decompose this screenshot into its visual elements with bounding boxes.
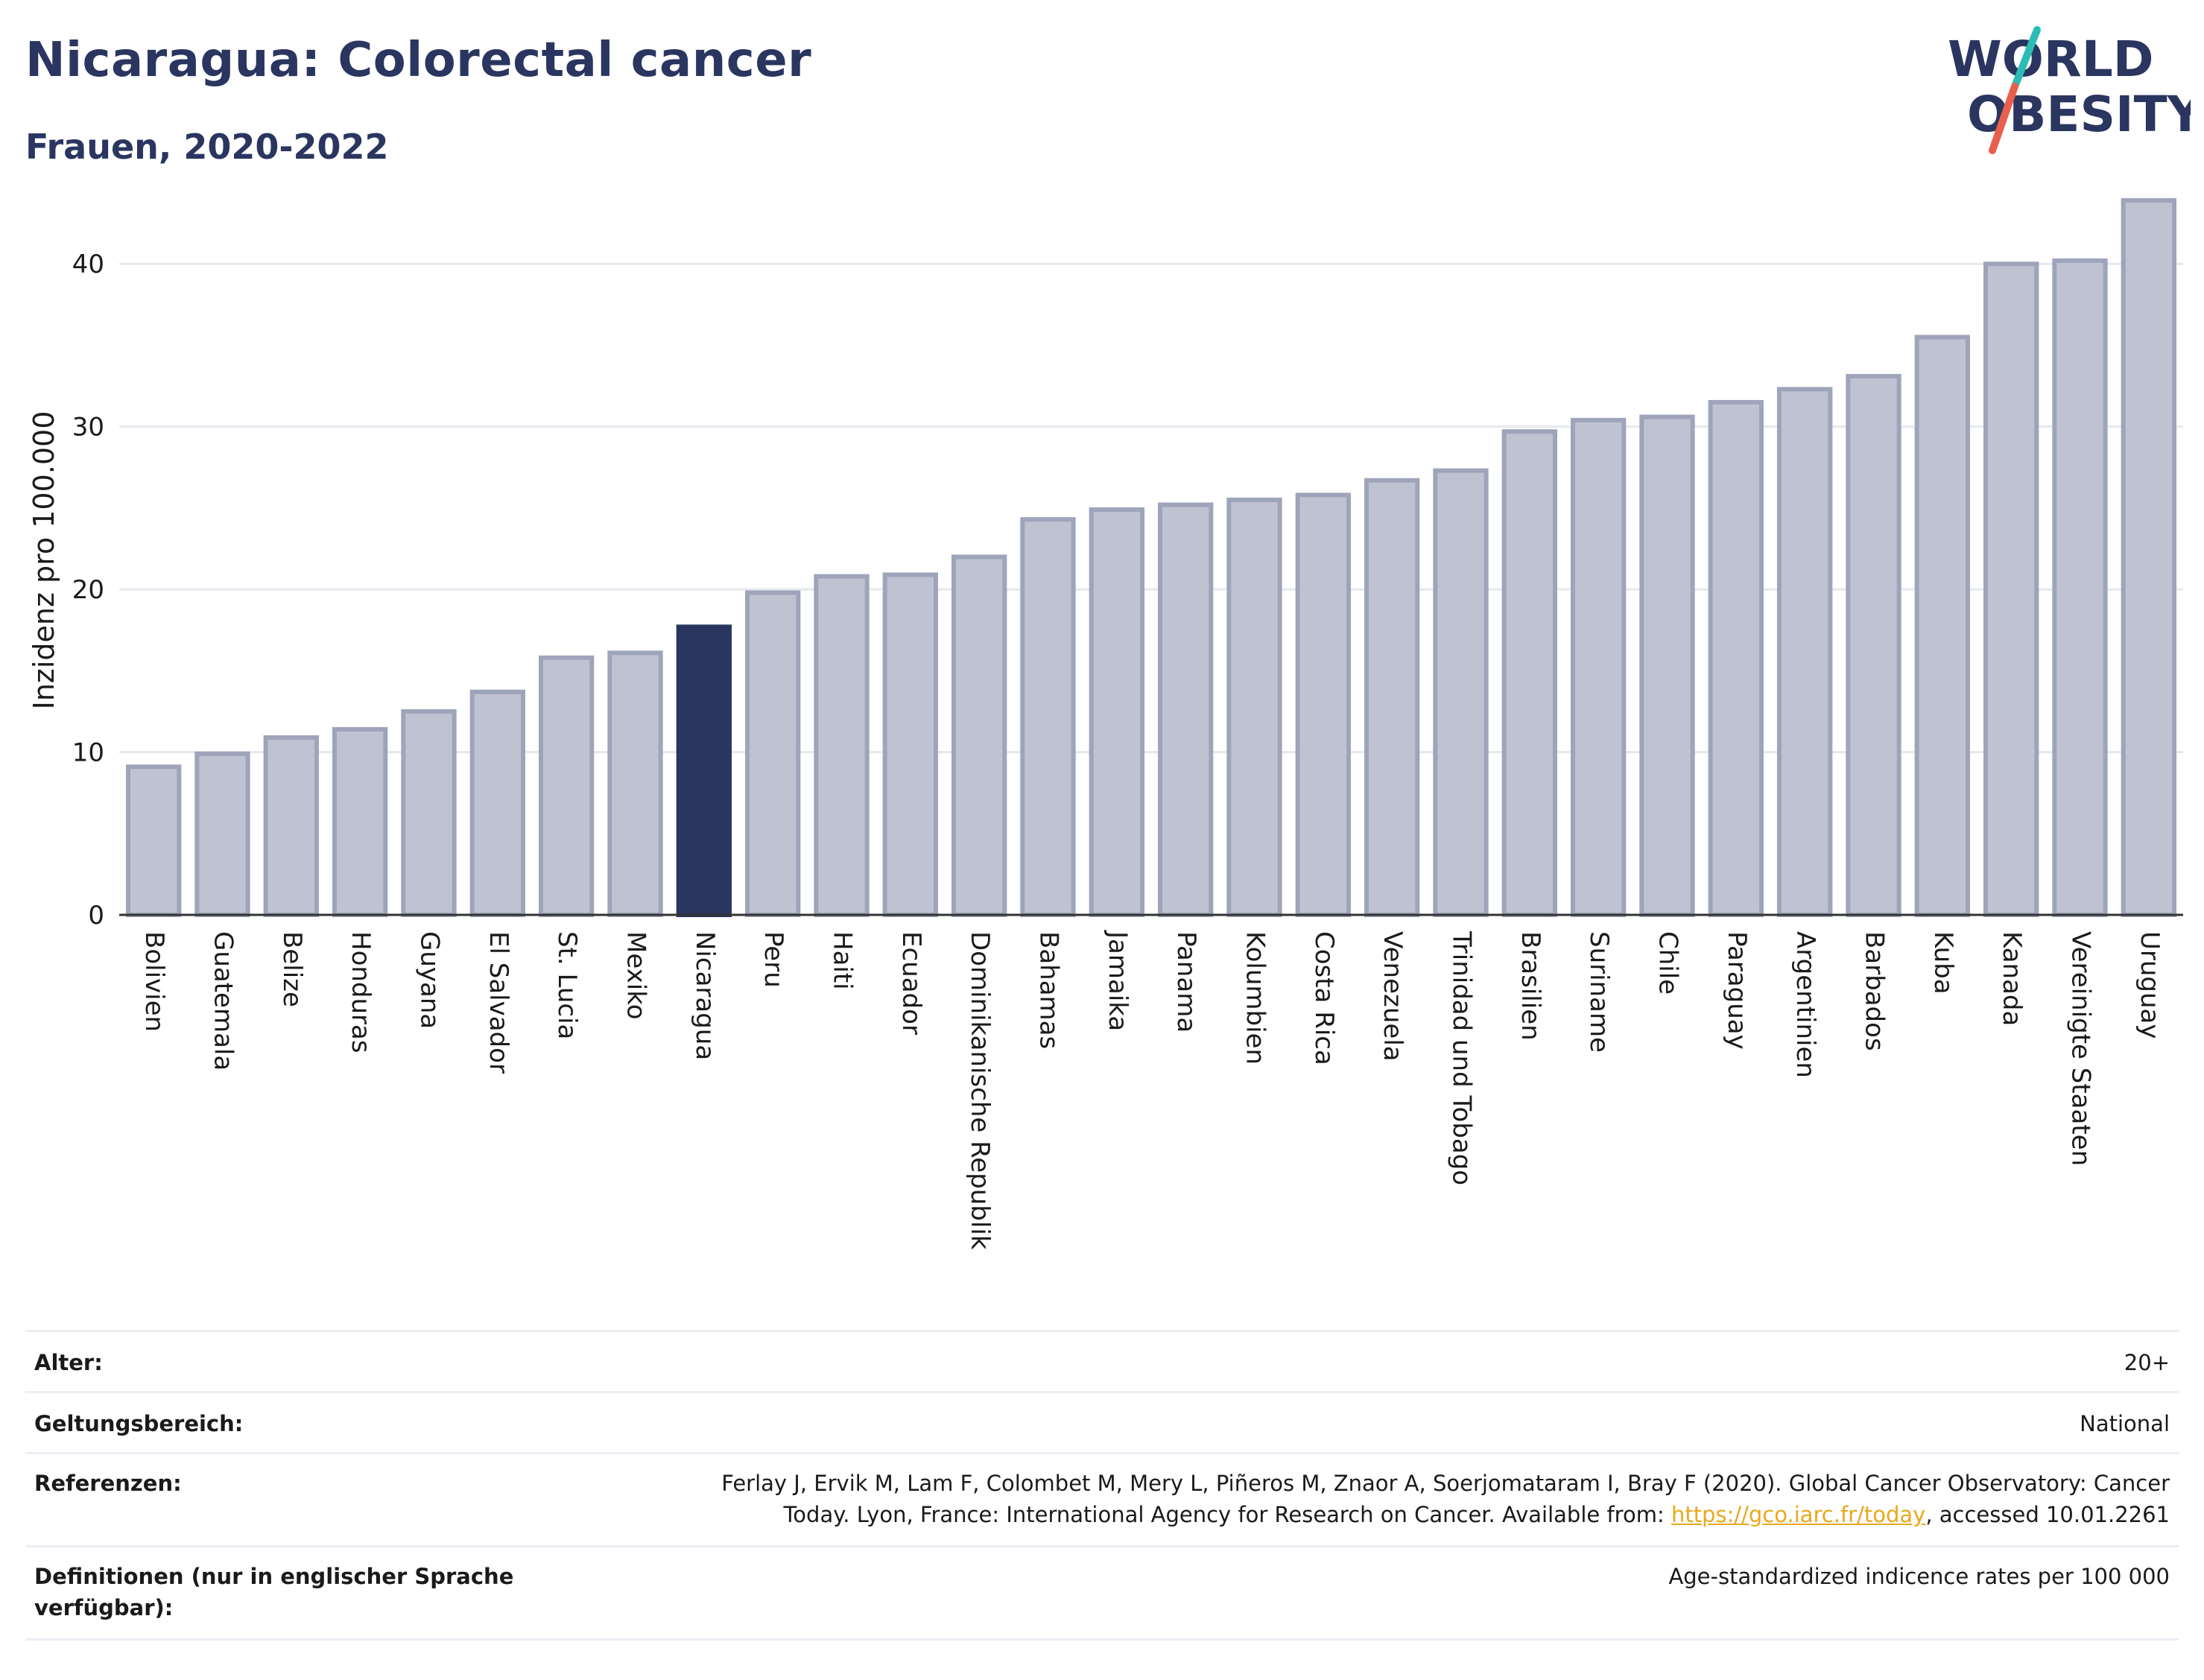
chart-title: Nicaragua: Colorectal cancer — [25, 33, 812, 88]
x-tick-label: Chile — [1653, 931, 1683, 995]
logo-slash-bottom — [1989, 83, 2018, 154]
bar-venezuela[interactable] — [1364, 478, 1420, 917]
meta-age-label: Alter: — [34, 1350, 103, 1375]
bar-barbados[interactable] — [1846, 373, 1901, 917]
bar-kolumbien[interactable] — [1226, 497, 1282, 917]
meta-ref-label: Referenzen: — [34, 1471, 182, 1496]
y-tick-label: 40 — [72, 250, 104, 279]
meta-ref-line1: Ferlay J, Ervik M, Lam F, Colombet M, Me… — [721, 1471, 2170, 1496]
x-tick-label: Guyana — [415, 931, 445, 1029]
x-tick-label: El Salvador — [484, 931, 513, 1074]
x-tick-label: Ecuador — [896, 931, 926, 1035]
bar-st-lucia[interactable] — [539, 655, 595, 917]
meta-scope-value: National — [2080, 1411, 2170, 1436]
y-axis-ticks: 0 10 20 30 40 — [72, 250, 104, 931]
bar-nicaragua[interactable] — [676, 624, 732, 917]
bar-trinidad-und-tobago[interactable] — [1433, 468, 1489, 917]
x-tick-label: Haiti — [828, 931, 858, 990]
meta-ref-line2-post: , accessed 10.01.2261 — [1925, 1502, 2170, 1527]
x-tick-label: Vereinigte Staaten — [2066, 931, 2096, 1166]
x-tick-label: Bolivien — [139, 931, 169, 1032]
x-tick-label: Guatemala — [209, 931, 238, 1071]
world-obesity-logo[interactable]: WORLD OBESITY — [1937, 15, 2191, 164]
y-tick-label: 30 — [72, 413, 104, 443]
bar-panama[interactable] — [1158, 502, 1214, 917]
bar-kanada[interactable] — [1983, 261, 2039, 917]
bar-belize[interactable] — [263, 735, 319, 918]
x-tick-label: Barbados — [1860, 931, 1890, 1051]
x-tick-label: Belize — [277, 931, 307, 1007]
x-tick-label: Nicaragua — [690, 931, 720, 1060]
bar-dominikanische-republik[interactable] — [951, 554, 1007, 918]
meta-def-label: Definitionen (nur in englischer Sprache … — [34, 1561, 556, 1623]
x-tick-label: Paraguay — [1722, 931, 1752, 1050]
x-tick-label: Venezuela — [1378, 931, 1407, 1062]
y-axis-label: Inzidenz pro 100.000 — [28, 411, 60, 710]
y-tick-label: 0 — [88, 901, 104, 931]
y-tick-label: 10 — [72, 738, 104, 768]
bar-haiti[interactable] — [814, 574, 870, 917]
bar-kuba[interactable] — [1914, 335, 1970, 917]
bar-bahamas[interactable] — [1020, 517, 1076, 917]
meta-row-age: Alter: 20+ — [25, 1330, 2179, 1393]
x-tick-label: Panama — [1171, 931, 1201, 1033]
reference-link[interactable]: https://gco.iarc.fr/today — [1671, 1502, 1926, 1527]
bar-mexiko[interactable] — [607, 650, 663, 917]
x-tick-label: Dominikanische Republik — [965, 931, 995, 1250]
x-tick-label: Honduras — [346, 931, 376, 1053]
meta-scope-label: Geltungsbereich: — [34, 1411, 244, 1436]
bar-chile[interactable] — [1639, 414, 1695, 917]
bar-vereinigte-staaten[interactable] — [2052, 258, 2108, 917]
y-tick-label: 20 — [72, 575, 104, 605]
bar-honduras[interactable] — [332, 726, 388, 917]
bar-guatemala[interactable] — [194, 751, 250, 917]
x-tick-label: Trinidad und Tobago — [1447, 931, 1477, 1185]
bar-guyana[interactable] — [401, 709, 457, 917]
x-tick-label: Suriname — [1584, 931, 1614, 1053]
bar-jamaika[interactable] — [1089, 507, 1144, 917]
meta-row-references: Referenzen: Ferlay J, Ervik M, Lam F, Co… — [25, 1452, 2179, 1547]
x-tick-label: Uruguay — [2135, 931, 2165, 1039]
bar-paraguay[interactable] — [1708, 399, 1764, 917]
x-axis-labels: Bolivien Guatemala Belize Honduras Guyana El … — [139, 930, 2165, 1250]
meta-def-value: Age-standardized indicence rates per 100… — [1668, 1564, 2170, 1589]
logo-text-world: WORLD — [1948, 31, 2154, 88]
meta-ref-value: Ferlay J, Ervik M, Lam F, Colombet M, Me… — [605, 1468, 2170, 1530]
x-tick-label: Jamaika — [1103, 930, 1133, 1031]
meta-row-scope: Geltungsbereich: National — [25, 1391, 2179, 1454]
x-tick-label: Brasilien — [1516, 931, 1545, 1041]
x-tick-label: Bahamas — [1034, 931, 1064, 1049]
bar-chart: 0 10 20 30 40 Bolivien Guatemala Belize Hondura… — [28, 198, 2183, 1250]
bar-uruguay[interactable] — [2121, 198, 2176, 918]
x-tick-label: Kanada — [1997, 931, 2027, 1026]
chart-subtitle: Frauen, 2020-2022 — [25, 127, 389, 167]
meta-def-label-line2: verfügbar): — [34, 1595, 174, 1620]
bar-peru[interactable] — [745, 590, 801, 917]
bar-bolivien[interactable] — [126, 764, 182, 918]
meta-ref-line2-pre: Today. Lyon, France: International Agenc… — [783, 1502, 1671, 1527]
x-tick-label: Kuba — [1928, 931, 1958, 995]
bar-el-salvador[interactable] — [469, 689, 525, 918]
bar-argentinien[interactable] — [1777, 387, 1833, 917]
meta-ref-line2: Today. Lyon, France: International Agenc… — [605, 1499, 2170, 1530]
x-tick-label: Kolumbien — [1241, 931, 1270, 1065]
meta-age-value: 20+ — [2124, 1350, 2170, 1375]
bar-brasilien[interactable] — [1501, 429, 1557, 917]
logo-slash-top — [2011, 26, 2041, 90]
x-tick-label: Argentinien — [1790, 931, 1820, 1078]
x-tick-label: Mexiko — [621, 931, 651, 1020]
x-tick-label: St. Lucia — [552, 931, 582, 1039]
x-tick-label: Peru — [759, 931, 788, 988]
meta-def-label-line1: Definitionen (nur in englischer Sprache — [34, 1564, 514, 1589]
meta-row-definitions: Definitionen (nur in englischer Sprache … — [25, 1545, 2179, 1641]
table-bottom-rule — [25, 1638, 2179, 1641]
bars — [126, 198, 2176, 918]
bar-ecuador[interactable] — [882, 572, 938, 917]
x-tick-label: Costa Rica — [1309, 931, 1339, 1065]
gridlines — [119, 262, 2183, 754]
bar-suriname[interactable] — [1571, 417, 1627, 917]
bar-costa-rica[interactable] — [1295, 492, 1351, 917]
